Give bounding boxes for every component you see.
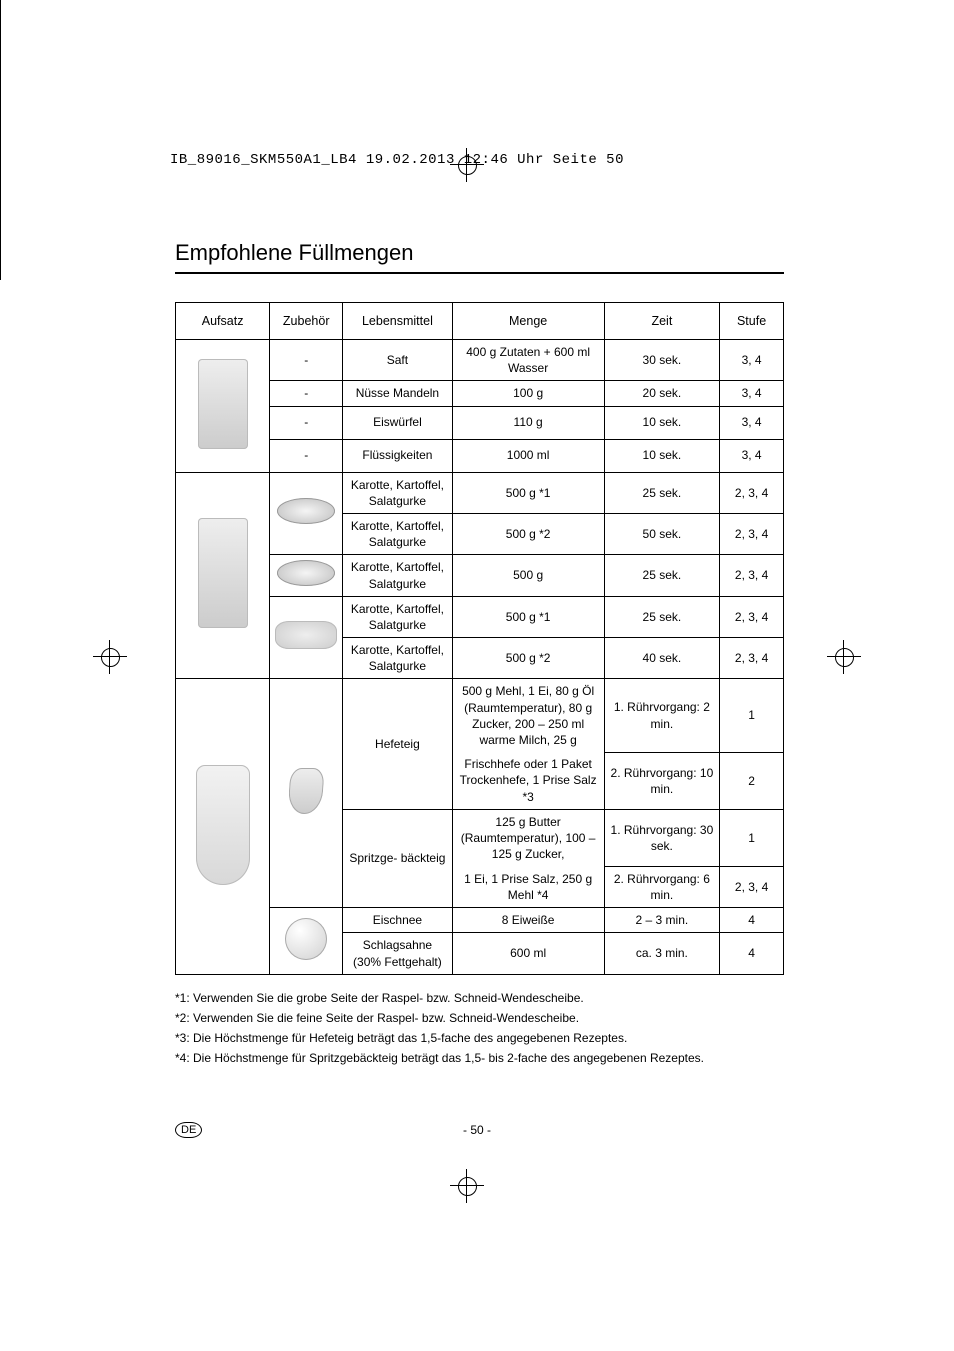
cell: 2, 3, 4 — [720, 513, 784, 554]
cell: Karotte, Kartoffel, Salatgurke — [343, 638, 452, 679]
cell: 2. Rührvorgang: 10 min. — [604, 752, 720, 809]
cell: Eischnee — [343, 908, 452, 933]
cell: 10 sek. — [604, 439, 720, 472]
cell: - — [270, 439, 343, 472]
accessory-dough-hook-icon — [270, 679, 343, 908]
table-row: Karotte, Kartoffel, Salatgurke 500 g *1 … — [176, 472, 784, 513]
crop-mark — [0, 140, 1, 210]
cell: 3, 4 — [720, 381, 784, 406]
cell: 25 sek. — [604, 596, 720, 637]
footnote-1: *1: Verwenden Sie die grobe Seite der Ra… — [175, 989, 784, 1007]
footnote-4: *4: Die Höchstmenge für Spritzgebäckteig… — [175, 1049, 784, 1067]
cell: Saft — [343, 340, 452, 381]
cell: 2, 3, 4 — [720, 638, 784, 679]
cell: 30 sek. — [604, 340, 720, 381]
cell: 400 g Zutaten + 600 ml Wasser — [452, 340, 604, 381]
registration-mark-icon — [93, 640, 127, 674]
accessory-rasp-disc-icon — [270, 472, 343, 555]
cell: 500 g *2 — [452, 638, 604, 679]
content-area: Empfohlene Füllmengen Aufsatz Zubehör Le… — [175, 240, 784, 1069]
cell: 100 g — [452, 381, 604, 406]
cell: - — [270, 340, 343, 381]
cell: Karotte, Kartoffel, Salatgurke — [343, 555, 452, 596]
cell: Karotte, Kartoffel, Salatgurke — [343, 472, 452, 513]
attachment-blender-icon — [176, 340, 270, 473]
cell: 25 sek. — [604, 472, 720, 513]
footnote-2: *2: Verwenden Sie die feine Seite der Ra… — [175, 1009, 784, 1027]
accessory-whisk-icon — [270, 908, 343, 975]
col-zubehoer: Zubehör — [270, 303, 343, 340]
col-aufsatz: Aufsatz — [176, 303, 270, 340]
cell: 10 sek. — [604, 406, 720, 439]
cell: 3, 4 — [720, 406, 784, 439]
cell: 500 g *2 — [452, 513, 604, 554]
page-title: Empfohlene Füllmengen — [175, 240, 784, 266]
cell: 2, 3, 4 — [720, 472, 784, 513]
cell: 3, 4 — [720, 340, 784, 381]
cell: - — [270, 406, 343, 439]
table-header-row: Aufsatz Zubehör Lebensmittel Menge Zeit … — [176, 303, 784, 340]
cell: Schlagsahne (30% Fettgehalt) — [343, 933, 452, 974]
cell: Spritzge- bäckteig — [343, 809, 452, 907]
cell: 110 g — [452, 406, 604, 439]
attachment-processor-icon — [176, 472, 270, 679]
col-stufe: Stufe — [720, 303, 784, 340]
cell: 40 sek. — [604, 638, 720, 679]
cell: 2, 3, 4 — [720, 596, 784, 637]
cell: 1. Rührvorgang: 30 sek. — [604, 809, 720, 866]
col-menge: Menge — [452, 303, 604, 340]
cell: 50 sek. — [604, 513, 720, 554]
cell: 2, 3, 4 — [720, 866, 784, 907]
crop-mark — [0, 0, 1, 70]
crop-mark — [0, 70, 1, 140]
print-header: IB_89016_SKM550A1_LB4 19.02.2013 12:46 U… — [170, 152, 624, 168]
cell: Hefeteig — [343, 679, 452, 809]
cell: 500 g Mehl, 1 Ei, 80 g Öl (Raumtemperatu… — [452, 679, 604, 752]
accessory-grater-disc-icon — [270, 555, 343, 596]
table-row: - Saft 400 g Zutaten + 600 ml Wasser 30 … — [176, 340, 784, 381]
cell: 500 g *1 — [452, 472, 604, 513]
cell: 2 – 3 min. — [604, 908, 720, 933]
cell: - — [270, 381, 343, 406]
page: IB_89016_SKM550A1_LB4 19.02.2013 12:46 U… — [0, 0, 954, 1351]
cell: Eiswürfel — [343, 406, 452, 439]
cell: 25 sek. — [604, 555, 720, 596]
page-number: - 50 - — [0, 1123, 954, 1137]
cell: 4 — [720, 908, 784, 933]
cell: Frischhefe oder 1 Paket Trockenhefe, 1 P… — [452, 752, 604, 809]
cell: 1 Ei, 1 Prise Salz, 250 g Mehl *4 — [452, 866, 604, 907]
footnote-3: *3: Die Höchstmenge für Hefeteig beträgt… — [175, 1029, 784, 1047]
col-zeit: Zeit — [604, 303, 720, 340]
cell: 500 g *1 — [452, 596, 604, 637]
cell: Karotte, Kartoffel, Salatgurke — [343, 513, 452, 554]
accessory-slice-disc-icon — [270, 596, 343, 679]
title-rule — [175, 272, 784, 274]
registration-mark-icon — [450, 1169, 484, 1203]
cell: 2 — [720, 752, 784, 809]
cell: 2. Rührvorgang: 6 min. — [604, 866, 720, 907]
cell: 1. Rührvorgang: 2 min. — [604, 679, 720, 752]
crop-mark — [0, 210, 1, 280]
table-row: Hefeteig 500 g Mehl, 1 Ei, 80 g Öl (Raum… — [176, 679, 784, 752]
cell: 20 sek. — [604, 381, 720, 406]
cell: 2, 3, 4 — [720, 555, 784, 596]
cell: Flüssigkeiten — [343, 439, 452, 472]
cell: 600 ml — [452, 933, 604, 974]
col-lebensmittel: Lebensmittel — [343, 303, 452, 340]
cell: 1 — [720, 679, 784, 752]
registration-mark-icon — [827, 640, 861, 674]
footnotes: *1: Verwenden Sie die grobe Seite der Ra… — [175, 989, 784, 1067]
cell: 4 — [720, 933, 784, 974]
cell: 1 — [720, 809, 784, 866]
fill-quantities-table: Aufsatz Zubehör Lebensmittel Menge Zeit … — [175, 302, 784, 975]
cell: ca. 3 min. — [604, 933, 720, 974]
cell: 125 g Butter (Raumtemperatur), 100 – 125… — [452, 809, 604, 866]
cell: 500 g — [452, 555, 604, 596]
cell: 8 Eiweiße — [452, 908, 604, 933]
cell: 3, 4 — [720, 439, 784, 472]
attachment-bowl-icon — [176, 679, 270, 974]
cell: 1000 ml — [452, 439, 604, 472]
cell: Karotte, Kartoffel, Salatgurke — [343, 596, 452, 637]
cell: Nüsse Mandeln — [343, 381, 452, 406]
